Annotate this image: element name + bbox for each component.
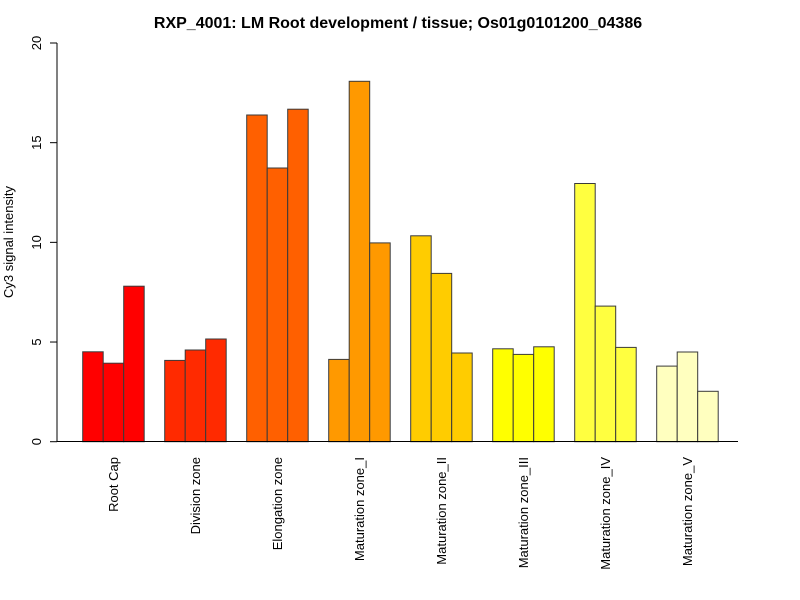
chart-title: RXP_4001: LM Root development / tissue; … [154,15,642,32]
y-tick-label: 20 [29,36,44,50]
bar [512,353,535,443]
bar [533,346,555,443]
bar [287,108,309,443]
bar [328,358,350,443]
bar [205,338,227,443]
x-tick-label: Maturation zone_II [434,457,449,565]
x-tick-label: Maturation zone_IV [598,457,613,570]
bar [369,242,391,443]
x-tick-label: Root Cap [106,457,121,512]
bar [82,351,104,443]
bar [266,167,289,443]
y-axis: 0 5 10 15 20 [29,36,58,445]
bar [676,351,699,443]
x-tick-label: Elongation zone [270,457,285,550]
bar [451,352,473,443]
bars [82,80,719,443]
y-tick-label: 5 [29,338,44,345]
bar [102,362,125,443]
bar [574,183,596,443]
bar [123,285,145,443]
bar [594,305,617,443]
y-tick-label: 0 [29,438,44,445]
y-axis-label: Cy3 signal intensity [1,186,16,298]
bar [492,348,514,443]
bar [410,235,432,443]
y-tick-label: 15 [29,135,44,149]
bar [246,114,268,443]
bar [164,359,186,443]
x-tick-label: Division zone [188,457,203,534]
bar [615,346,637,443]
bar [430,272,453,443]
y-tick-label: 10 [29,235,44,249]
bar [656,365,678,443]
x-labels: Root Cap Division zone Elongation zone Matu… [106,457,695,570]
x-tick-label: Maturation zone_I [352,457,367,561]
x-tick-label: Maturation zone_III [516,457,531,568]
bar [348,80,371,443]
x-tick-label: Maturation zone_V [680,457,695,566]
bar [184,349,207,443]
bar [697,390,719,443]
